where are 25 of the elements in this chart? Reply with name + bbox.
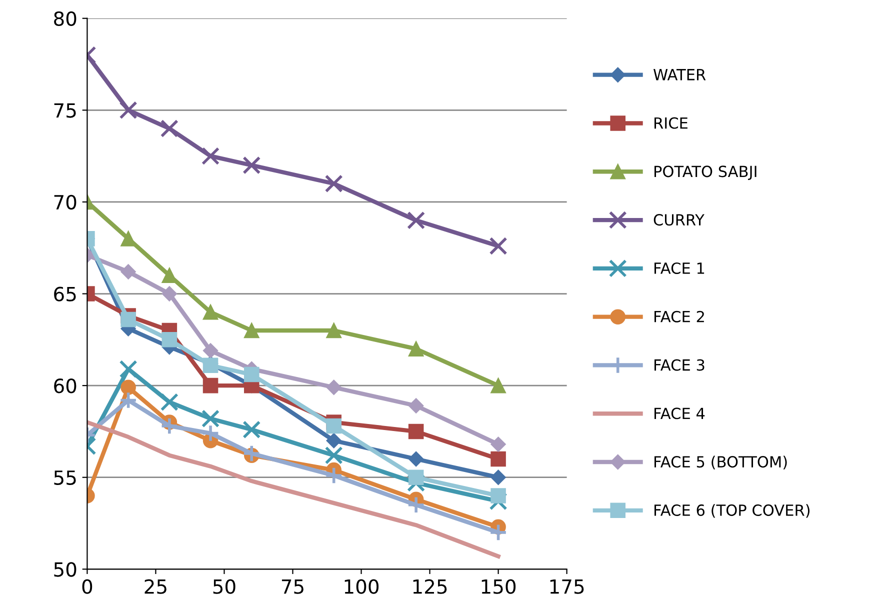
x-tick-label: 100 (344, 579, 379, 594)
legend-label: FACE 5 (BOTTOM) (654, 456, 787, 470)
x-tick-label: 175 (550, 579, 584, 594)
x-tick-label: 25 (144, 579, 166, 594)
y-tick-label: 50 (54, 562, 76, 577)
legend-label: RICE (654, 117, 688, 129)
y-tick-label: 65 (54, 286, 76, 302)
y-tick-label: 70 (54, 194, 76, 210)
x-tick-label: 75 (282, 579, 304, 594)
legend-label: WATER (654, 69, 706, 80)
y-tick-label: 60 (54, 378, 76, 394)
legend-label: FACE 2 (654, 310, 704, 322)
legend-label: FACE 4 (654, 408, 705, 420)
y-tick-label: 55 (54, 470, 76, 486)
y-tick-label: 75 (54, 103, 76, 118)
x-tick-label: 125 (413, 579, 447, 594)
x-tick-label: 50 (213, 579, 236, 594)
legend-label: FACE 1 (654, 262, 704, 274)
x-tick-label: 0 (82, 579, 92, 594)
legend-label: FACE 3 (654, 359, 704, 371)
legend-label: CURRY (654, 214, 704, 226)
legend-label: POTATO SABJI (654, 166, 756, 180)
y-tick-label: 80 (54, 11, 76, 26)
x-tick-label: 150 (482, 579, 516, 594)
legend-label: FACE 6 (TOP COVER) (654, 504, 810, 518)
